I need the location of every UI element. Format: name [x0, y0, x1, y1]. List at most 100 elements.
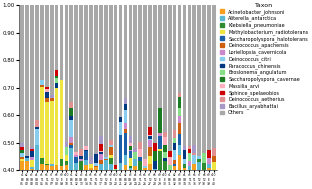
Bar	[124, 165, 127, 170]
Bar	[55, 165, 58, 170]
Bar	[89, 168, 93, 170]
Bar	[30, 5, 34, 147]
Bar	[104, 159, 108, 160]
Bar	[65, 165, 68, 170]
Bar	[109, 147, 113, 155]
Bar	[79, 156, 83, 159]
Bar	[168, 157, 172, 164]
Bar	[20, 153, 24, 157]
Bar	[60, 5, 63, 80]
Bar	[193, 145, 196, 153]
Bar	[173, 138, 177, 143]
Bar	[70, 143, 73, 145]
Bar	[79, 159, 83, 161]
Bar	[168, 164, 172, 170]
Bar	[20, 150, 24, 153]
Bar	[202, 5, 206, 153]
Bar	[20, 161, 24, 170]
Bar	[129, 168, 132, 170]
Bar	[207, 158, 211, 164]
Bar	[99, 164, 103, 170]
Bar	[45, 102, 49, 164]
Bar	[207, 168, 211, 170]
Bar	[30, 149, 34, 151]
Bar	[148, 127, 152, 135]
Bar	[65, 160, 68, 165]
Bar	[138, 142, 142, 149]
Bar	[45, 5, 49, 87]
Bar	[35, 127, 39, 129]
Bar	[94, 167, 98, 170]
Bar	[79, 161, 83, 170]
Bar	[79, 149, 83, 156]
Bar	[212, 5, 216, 148]
Bar	[104, 160, 108, 170]
Bar	[178, 116, 181, 123]
Bar	[178, 134, 181, 145]
Bar	[134, 152, 137, 159]
Bar	[183, 159, 186, 164]
Bar	[99, 151, 103, 153]
Bar	[50, 98, 53, 101]
Bar	[124, 110, 127, 123]
Bar	[163, 152, 167, 158]
Bar	[35, 145, 39, 170]
Bar	[84, 151, 88, 160]
Bar	[40, 85, 44, 87]
Bar	[75, 152, 78, 155]
Bar	[193, 155, 196, 164]
Bar	[134, 159, 137, 166]
Bar	[50, 95, 53, 98]
Bar	[178, 123, 181, 134]
Bar	[30, 147, 34, 149]
Bar	[183, 168, 186, 170]
Bar	[183, 164, 186, 168]
Bar	[173, 143, 177, 150]
Bar	[55, 88, 58, 165]
Bar	[94, 153, 98, 154]
Bar	[163, 161, 167, 170]
Bar	[138, 161, 142, 170]
Bar	[114, 5, 117, 165]
Bar	[25, 158, 29, 161]
Bar	[40, 87, 44, 158]
Bar	[30, 157, 34, 160]
Bar	[153, 161, 157, 169]
Bar	[143, 168, 147, 170]
Bar	[25, 161, 29, 170]
Bar	[104, 157, 108, 159]
Bar	[40, 158, 44, 164]
Bar	[212, 162, 216, 170]
Bar	[168, 5, 172, 151]
Bar	[153, 5, 157, 143]
Bar	[94, 166, 98, 167]
Bar	[148, 135, 152, 136]
Bar	[163, 145, 167, 152]
Bar	[134, 5, 137, 148]
Bar	[124, 155, 127, 165]
Bar	[45, 98, 49, 102]
Bar	[124, 133, 127, 155]
Bar	[202, 153, 206, 163]
Bar	[153, 169, 157, 170]
Bar	[60, 166, 63, 170]
Bar	[193, 164, 196, 170]
Bar	[70, 108, 73, 116]
Bar	[35, 120, 39, 127]
Bar	[75, 157, 78, 163]
Bar	[70, 102, 73, 108]
Bar	[173, 5, 177, 129]
Bar	[109, 145, 113, 147]
Bar	[158, 151, 162, 170]
Bar	[99, 5, 103, 136]
Bar	[119, 135, 122, 163]
Bar	[109, 164, 113, 170]
Bar	[119, 117, 122, 122]
Bar	[124, 104, 127, 110]
Bar	[55, 5, 58, 70]
Bar	[99, 136, 103, 144]
Bar	[124, 123, 127, 129]
Bar	[99, 153, 103, 154]
Bar	[35, 129, 39, 145]
Bar	[55, 76, 58, 78]
